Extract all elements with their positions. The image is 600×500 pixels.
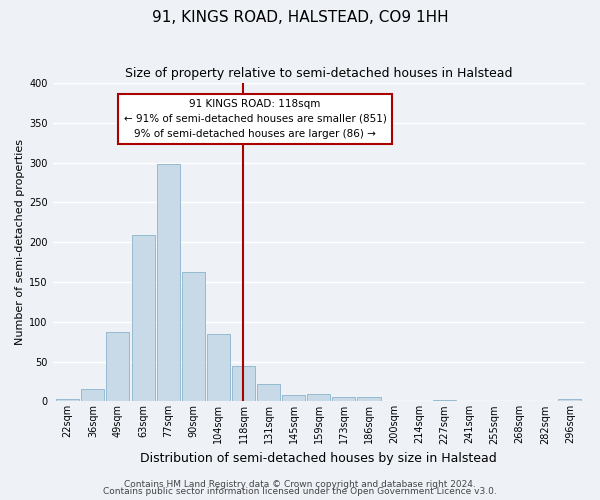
Bar: [131, 235, 155, 402]
Bar: [106, 332, 130, 402]
Text: 91, KINGS ROAD, HALSTEAD, CO9 1HH: 91, KINGS ROAD, HALSTEAD, CO9 1HH: [152, 10, 448, 25]
Bar: [358, 398, 380, 402]
Text: Contains public sector information licensed under the Open Government Licence v3: Contains public sector information licen…: [103, 487, 497, 496]
Bar: [282, 395, 305, 402]
Bar: [332, 398, 355, 402]
Title: Size of property relative to semi-detached houses in Halstead: Size of property relative to semi-detach…: [125, 68, 512, 80]
Bar: [56, 399, 79, 402]
Bar: [232, 366, 255, 402]
Bar: [383, 400, 406, 402]
X-axis label: Distribution of semi-detached houses by size in Halstead: Distribution of semi-detached houses by …: [140, 452, 497, 465]
Bar: [207, 334, 230, 402]
Bar: [81, 390, 104, 402]
Bar: [257, 384, 280, 402]
Bar: [433, 400, 456, 402]
Bar: [307, 394, 331, 402]
Bar: [559, 399, 581, 402]
Bar: [157, 164, 180, 402]
Y-axis label: Number of semi-detached properties: Number of semi-detached properties: [15, 139, 25, 345]
Text: Contains HM Land Registry data © Crown copyright and database right 2024.: Contains HM Land Registry data © Crown c…: [124, 480, 476, 489]
Bar: [182, 272, 205, 402]
Text: 91 KINGS ROAD: 118sqm
← 91% of semi-detached houses are smaller (851)
9% of semi: 91 KINGS ROAD: 118sqm ← 91% of semi-deta…: [124, 99, 386, 138]
